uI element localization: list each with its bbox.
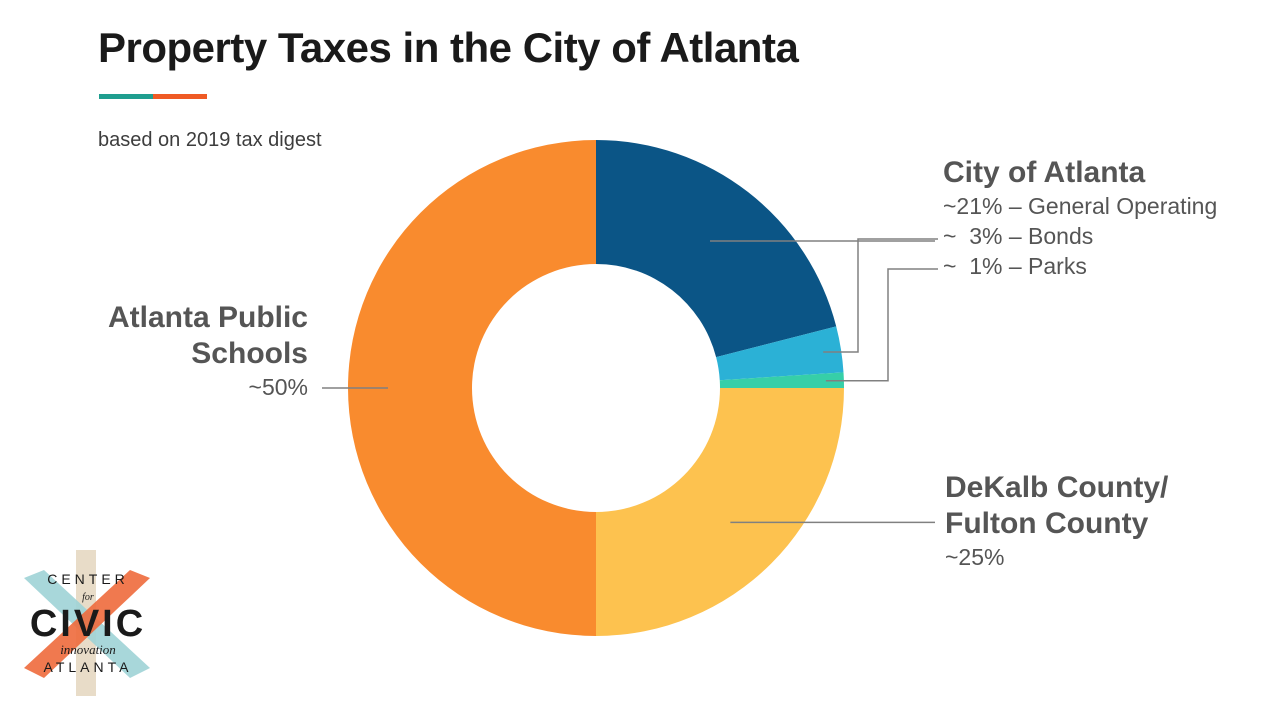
label-atlanta-public-schools: Atlanta Public Schools ~50% [108, 300, 308, 402]
donut-slice-3 [596, 388, 844, 636]
leader-line-parks [825, 268, 938, 382]
donut-slice-2 [719, 372, 844, 388]
logo-text-center: CENTER [47, 571, 129, 587]
coa-bonds: ~ 3% – Bonds [943, 223, 1094, 249]
coa-parks: ~ 1% – Parks [943, 253, 1087, 279]
donut-slice-0 [596, 140, 837, 358]
page-title: Property Taxes in the City of Atlanta [98, 24, 799, 71]
aps-percent: ~50% [248, 374, 308, 400]
center-for-civic-innovation-logo: CENTER for CIVIC innovation ATLANTA [24, 550, 150, 696]
dekalb-label-line2: Fulton County [945, 507, 1149, 540]
chart-subtitle: based on 2019 tax digest [98, 129, 322, 151]
leader-line-bonds [823, 238, 938, 353]
title-accent-orange [153, 94, 207, 99]
logo-text-atlanta: ATLANTA [44, 659, 133, 675]
dekalb-percent: ~25% [945, 544, 1005, 570]
donut-slice-4 [348, 140, 596, 636]
logo-text-civic: CIVIC [30, 603, 146, 645]
label-dekalb-fulton-county: DeKalb County/ Fulton County ~25% [945, 470, 1168, 572]
donut-slice-1 [716, 326, 844, 381]
coa-heading: City of Atlanta [943, 156, 1146, 189]
aps-label-line2: Schools [191, 337, 308, 370]
logo-orange-stroke [24, 570, 150, 678]
title-accent-teal [99, 94, 153, 99]
logo-text-innovation: innovation [60, 642, 116, 657]
logo-text-for: for [82, 592, 94, 603]
coa-general-operating: ~21% – General Operating [943, 193, 1218, 219]
label-city-of-atlanta: City of Atlanta ~21% – General Operating… [943, 155, 1217, 281]
dekalb-label-line1: DeKalb County/ [945, 471, 1169, 504]
aps-label-line1: Atlanta Public [107, 301, 308, 334]
